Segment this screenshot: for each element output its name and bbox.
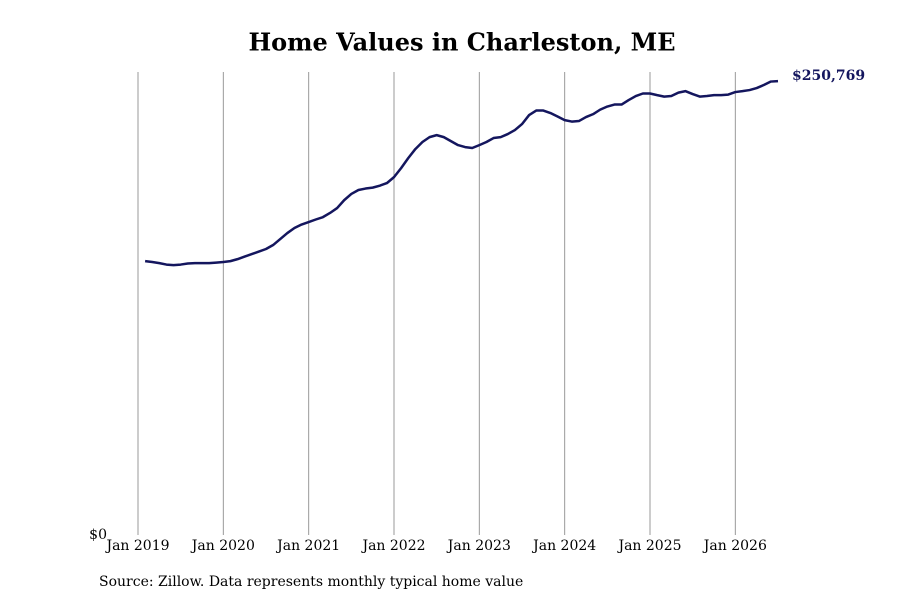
x-tick-label: Jan 2019 (104, 538, 169, 554)
source-note: Source: Zillow. Data represents monthly … (99, 574, 523, 590)
x-tick-label: Jan 2023 (446, 538, 511, 554)
y-tick-label: $0 (89, 527, 107, 543)
end-value-label: $250,769 (792, 68, 865, 84)
x-tick-label: Jan 2020 (190, 538, 255, 554)
x-tick-label: Jan 2025 (616, 538, 681, 554)
chart-title: Home Values in Charleston, ME (248, 28, 675, 57)
x-tick-label: Jan 2026 (702, 538, 767, 554)
line (144, 79, 779, 267)
x-tick-label: Jan 2022 (360, 538, 425, 554)
x-tick-label: Jan 2021 (275, 538, 340, 554)
x-tick-label: Jan 2024 (531, 538, 596, 554)
